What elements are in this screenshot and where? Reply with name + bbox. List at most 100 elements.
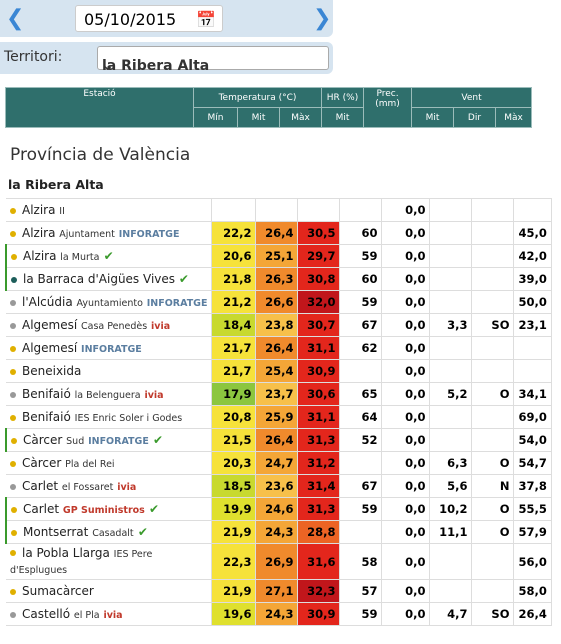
status-dot [10,460,16,467]
station-source: ivia [103,610,123,621]
data-cell: 18,4 [211,313,257,337]
data-cell: 20,8 [211,405,257,429]
calendar-icon[interactable]: 📅 [196,10,216,29]
station-name: Carlet [22,479,59,493]
data-cell: 4,7 [429,602,473,626]
data-cell [471,428,515,452]
sub-header: Màx [279,107,322,128]
data-cell: 19,6 [211,602,257,626]
territory-select[interactable]: la Ribera Alta ⌄ [97,46,329,74]
data-cell: 31,3 [297,497,341,521]
data-cell [339,198,383,222]
data-cell: 30,7 [297,313,341,337]
station-source: ivia [151,321,171,332]
data-cell: 26,4 [255,428,299,452]
data-cell [339,359,383,383]
data-cell: 24,3 [255,602,299,626]
data-cell [471,244,515,268]
station-row: Alzira la Murta ✔ 20,6 25,1 29,7 59 0,0 42,0 [5,244,552,268]
data-cell: 59 [339,244,383,268]
data-cell: 31,1 [297,336,341,360]
territory-label: Territori: [4,49,63,65]
data-cell: 22,2 [211,221,257,245]
data-cell [211,198,257,222]
data-cell: 21,7 [211,359,257,383]
station-source: INFORATGE [81,344,142,355]
station-row: Beneixida 21,7 25,4 30,9 0,0 [6,359,552,383]
status-dot [10,588,16,595]
verified-check: ✔ [144,502,160,516]
sub-header: Mit [321,107,364,128]
station-place: Pla del Rei [65,459,115,470]
data-cell: 11,1 [429,520,473,544]
data-cell [339,520,383,544]
station-name: Càrcer [23,433,63,447]
group-header: HR (%) [321,87,364,108]
data-cell: 34,1 [513,382,552,406]
station-name: Benifaió [22,410,71,424]
data-cell: 55,5 [513,497,552,521]
data-cell: 0,0 [381,336,431,360]
data-cell: 69,0 [513,405,552,429]
data-cell: 42,0 [513,244,552,268]
status-dot [10,611,16,618]
data-cell: 0,0 [381,221,431,245]
data-cell: O [471,451,515,475]
data-cell: 30,6 [297,382,341,406]
station-cell: Castelló el Pla ivia [6,602,213,626]
data-cell: 59 [339,602,383,626]
data-cell: 39,0 [513,267,552,291]
data-cell: 62 [339,336,383,360]
data-cell: 0,0 [381,579,431,603]
station-name: Alzira [22,226,56,240]
group-header: Prec. (mm) [363,87,412,128]
date-input[interactable]: 05/10/2015 📅 [75,5,223,32]
verified-check: ✔ [178,272,189,286]
station-name: Carlet [23,502,60,516]
data-cell: 30,8 [297,267,341,291]
data-cell: 57 [339,579,383,603]
station-row: Benifaió IES Enric Soler i Godes 20,8 25,9… [6,405,552,429]
station-place: Sud [66,436,85,447]
station-cell: Alzira II [6,198,213,222]
status-dot [10,391,16,398]
data-cell: 24,3 [255,520,299,544]
sub-header: Mit [237,107,280,128]
station-row: Carlet el Fossaret ivia 18,5 23,6 31,4 67 0,0… [6,474,552,498]
station-row: Alzira Ajuntament INFORATGE 22,2 26,4 30,5 6… [6,221,552,245]
next-day[interactable]: ❯ [313,6,332,31]
data-cell [513,359,552,383]
station-row: la Pobla Llarga IES Pere d'Esplugues 22,3… [6,543,552,580]
data-cell: 26,3 [255,267,299,291]
data-cell: 25,4 [255,359,299,383]
status-dot [10,345,16,352]
data-cell: 67 [339,313,383,337]
station-place: el Pla [73,610,100,621]
data-cell: 5,6 [429,474,473,498]
data-cell: 59 [339,290,383,314]
data-cell: 31,2 [297,451,341,475]
data-cell: 0,0 [381,244,431,268]
data-cell: 30,5 [297,221,341,245]
station-source: INFORATGE [88,436,149,447]
data-cell [297,198,341,222]
data-cell: O [471,382,515,406]
station-row: l'Alcúdia Ayuntamiento INFORATGE 21,2 26,6… [6,290,552,314]
data-cell: 31,3 [297,428,341,452]
station-place: la Murta [60,252,100,263]
station-cell: Alzira la Murta ✔ [5,244,213,268]
data-cell: 18,5 [211,474,257,498]
data-cell: N [471,474,515,498]
station-place: la Belenguera [74,390,141,401]
status-dot [11,253,17,260]
station-row: Benifaió la Belenguera ivia 17,9 23,7 30,6 6… [6,382,552,406]
data-cell: 30,9 [297,602,341,626]
station-cell: Carlet GP Suministros ✔ [5,497,213,521]
station-cell: Beneixida [6,359,213,383]
data-cell: 26,4 [513,602,552,626]
prev-day[interactable]: ❮ [6,6,25,31]
station-cell: Sumacàrcer [6,579,213,603]
data-cell: 24,6 [255,497,299,521]
station-row: Sumacàrcer 21,9 27,1 32,3 57 0,0 58,0 [6,579,552,603]
